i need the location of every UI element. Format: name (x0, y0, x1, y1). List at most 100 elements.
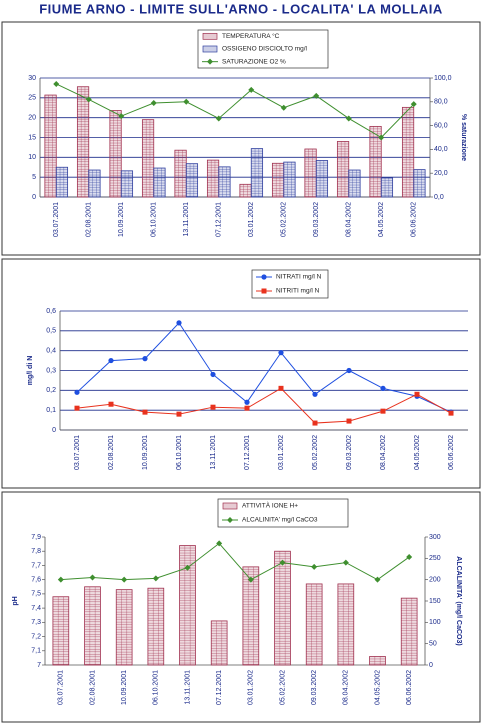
y2-tick-label: 100 (429, 619, 441, 626)
x-tick-label: 07.12.2001 (216, 670, 223, 705)
line-point (448, 410, 454, 416)
x-tick-label: 10.09.2001 (142, 435, 149, 470)
y-tick-label: 0,1 (46, 407, 56, 414)
y-tick-label: 7,7 (31, 562, 41, 569)
y-axis-label: mg/l di N (27, 356, 34, 386)
y2-tick-label: 20,0 (434, 170, 448, 177)
y-tick-label: 7,1 (31, 648, 41, 655)
line-series (60, 542, 410, 581)
bar-fill (305, 583, 323, 666)
line-point (184, 564, 191, 571)
x-tick-label: 10.09.2001 (121, 670, 128, 705)
bar-fill (348, 169, 361, 198)
x-tick-label: 03.07.2001 (58, 670, 65, 705)
bar (55, 166, 69, 198)
line-point (414, 391, 420, 397)
line-point (108, 357, 114, 364)
y2-tick-label: 250 (429, 555, 441, 562)
legend-label: TEMPERATURA °C (222, 32, 280, 40)
y-tick-label: 7,9 (31, 534, 41, 541)
line-point (380, 408, 386, 414)
y-tick-label: 0,2 (46, 387, 56, 394)
line-point (216, 540, 223, 547)
line-point (345, 115, 352, 122)
bar (115, 589, 133, 666)
bar (120, 170, 134, 198)
bar (337, 583, 355, 666)
legend-marker (207, 58, 213, 65)
line-point (176, 411, 182, 417)
legend-swatch (202, 32, 218, 40)
y-tick-label: 7,4 (31, 605, 41, 612)
bar-fill (174, 149, 187, 198)
x-tick-label: 06.10.2001 (151, 202, 158, 237)
legend-label: SATURAZIONE O2 % (222, 58, 286, 65)
line-point (53, 80, 60, 87)
line-point (85, 96, 92, 103)
x-tick-label: 03.07.2001 (74, 435, 81, 470)
line-point (244, 399, 250, 405)
bar (274, 550, 291, 666)
bar (206, 159, 220, 198)
y-axis-label: pH (12, 596, 19, 605)
legend-label: NITRITI mg/l N (276, 288, 320, 295)
y-tick-label: 0 (52, 427, 56, 434)
bar (305, 583, 323, 666)
bar (304, 148, 317, 198)
bar-fill (120, 170, 134, 198)
y-tick-label: 20 (28, 115, 36, 122)
bar (271, 162, 285, 198)
legend-marker (227, 517, 233, 523)
bar (109, 110, 122, 198)
bar (336, 141, 350, 198)
line-point (150, 99, 157, 106)
legend-swatch (202, 45, 218, 53)
bar-fill (337, 583, 355, 666)
y2-axis-label: % saturazione (460, 114, 467, 161)
line-point (312, 420, 318, 426)
line-point (183, 98, 190, 105)
y-tick-label: 25 (28, 95, 36, 102)
line-point (89, 574, 96, 581)
y2-axis-label: ALCALINITA' (mg/l CaCO3) (455, 556, 462, 645)
x-tick-label: 05.02.2002 (312, 435, 319, 470)
bar-fill (147, 587, 165, 666)
line-point (74, 389, 80, 395)
x-tick-label: 09.03.2002 (313, 202, 320, 237)
line-point (278, 350, 284, 356)
line-point (244, 405, 250, 411)
bar (369, 656, 386, 666)
line-point (210, 404, 216, 410)
bar (52, 596, 70, 666)
bar (400, 597, 418, 666)
bar (141, 119, 155, 198)
bar (242, 566, 260, 666)
y-tick-label: 0,3 (46, 367, 56, 374)
line-point (346, 418, 352, 424)
bar (147, 587, 165, 666)
bar (401, 106, 415, 198)
line-point (378, 134, 385, 141)
y-tick-label: 7,8 (31, 548, 41, 555)
line-point (279, 559, 286, 566)
bar-fill (336, 141, 350, 198)
x-tick-label: 03.07.2001 (53, 202, 60, 237)
bar-fill (52, 596, 70, 666)
y-tick-label: 10 (28, 154, 36, 161)
bar-fill (413, 169, 426, 198)
x-tick-label: 05.02.2002 (281, 202, 288, 237)
x-tick-label: 02.08.2001 (86, 202, 93, 237)
legend-label: ALCALINITA' mg/l CaCO3 (242, 517, 318, 524)
bar (210, 620, 228, 666)
bar (380, 177, 394, 198)
line-point (152, 575, 159, 582)
bar-fill (239, 183, 252, 198)
x-tick-label: 04.05.2002 (374, 670, 381, 705)
x-tick-label: 07.12.2001 (216, 202, 223, 237)
bar (153, 167, 166, 198)
x-tick-label: 07.12.2001 (244, 435, 251, 470)
bar-fill (304, 148, 317, 198)
line-point (342, 559, 349, 566)
x-tick-label: 09.03.2002 (311, 670, 318, 705)
